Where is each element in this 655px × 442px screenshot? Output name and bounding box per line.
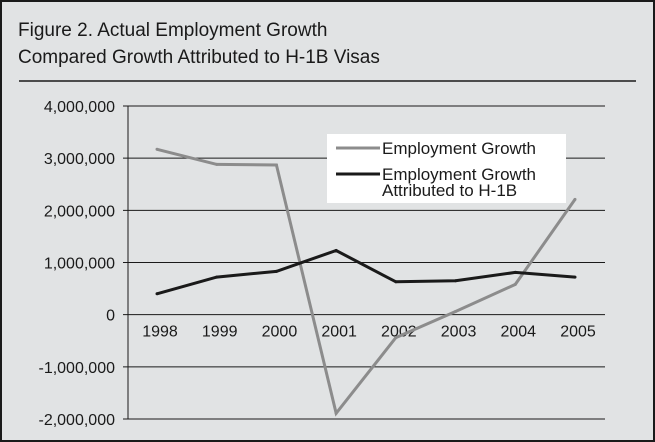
data-point bbox=[155, 292, 159, 296]
y-tick-label: 3,000,000 bbox=[44, 151, 115, 168]
x-tick-label: 1999 bbox=[202, 324, 238, 341]
data-point bbox=[513, 270, 517, 274]
data-point bbox=[454, 279, 458, 283]
y-tick-label: -1,000,000 bbox=[38, 360, 115, 377]
x-tick-label: 2003 bbox=[441, 324, 477, 341]
y-tick-label: 0 bbox=[106, 308, 115, 325]
legend-label-employment-growth: Employment Growth bbox=[382, 139, 536, 158]
x-tick-label: 2001 bbox=[321, 324, 357, 341]
legend-label-h1b-line-1: Employment Growth bbox=[382, 165, 536, 184]
data-point bbox=[274, 269, 278, 273]
x-tick-label: 2000 bbox=[262, 324, 298, 341]
data-point bbox=[394, 280, 398, 284]
data-point bbox=[573, 275, 577, 279]
legend-box bbox=[327, 134, 566, 203]
x-tick-label: 2005 bbox=[560, 324, 596, 341]
data-point bbox=[155, 147, 159, 151]
data-point bbox=[394, 336, 398, 340]
series-line-employment-growth bbox=[156, 147, 577, 417]
y-tick-label: 2,000,000 bbox=[44, 203, 115, 220]
data-point bbox=[215, 275, 219, 279]
y-tick-label: 4,000,000 bbox=[44, 99, 115, 116]
data-point bbox=[274, 163, 278, 167]
figure-title-line-1: Figure 2. Actual Employment Growth bbox=[18, 20, 327, 41]
x-tick-label: 2004 bbox=[500, 324, 536, 341]
x-tick-label: 2002 bbox=[381, 324, 417, 341]
data-point bbox=[454, 310, 458, 314]
y-tick-label: 1,000,000 bbox=[44, 256, 115, 273]
data-point bbox=[215, 162, 219, 166]
data-point bbox=[573, 197, 577, 201]
y-tick-label: -2,000,000 bbox=[38, 412, 115, 429]
legend: Employment Growth Employment Growth Attr… bbox=[327, 134, 566, 203]
data-point bbox=[334, 249, 338, 253]
x-tick-label: 1998 bbox=[142, 324, 178, 341]
data-point bbox=[334, 411, 338, 415]
legend-label-h1b-line-2: Attributed to H-1B bbox=[382, 181, 517, 200]
data-point bbox=[513, 282, 517, 286]
figure-title-line-2: Compared Growth Attributed to H-1B Visas bbox=[18, 47, 380, 68]
series-line-h1b bbox=[156, 248, 576, 296]
